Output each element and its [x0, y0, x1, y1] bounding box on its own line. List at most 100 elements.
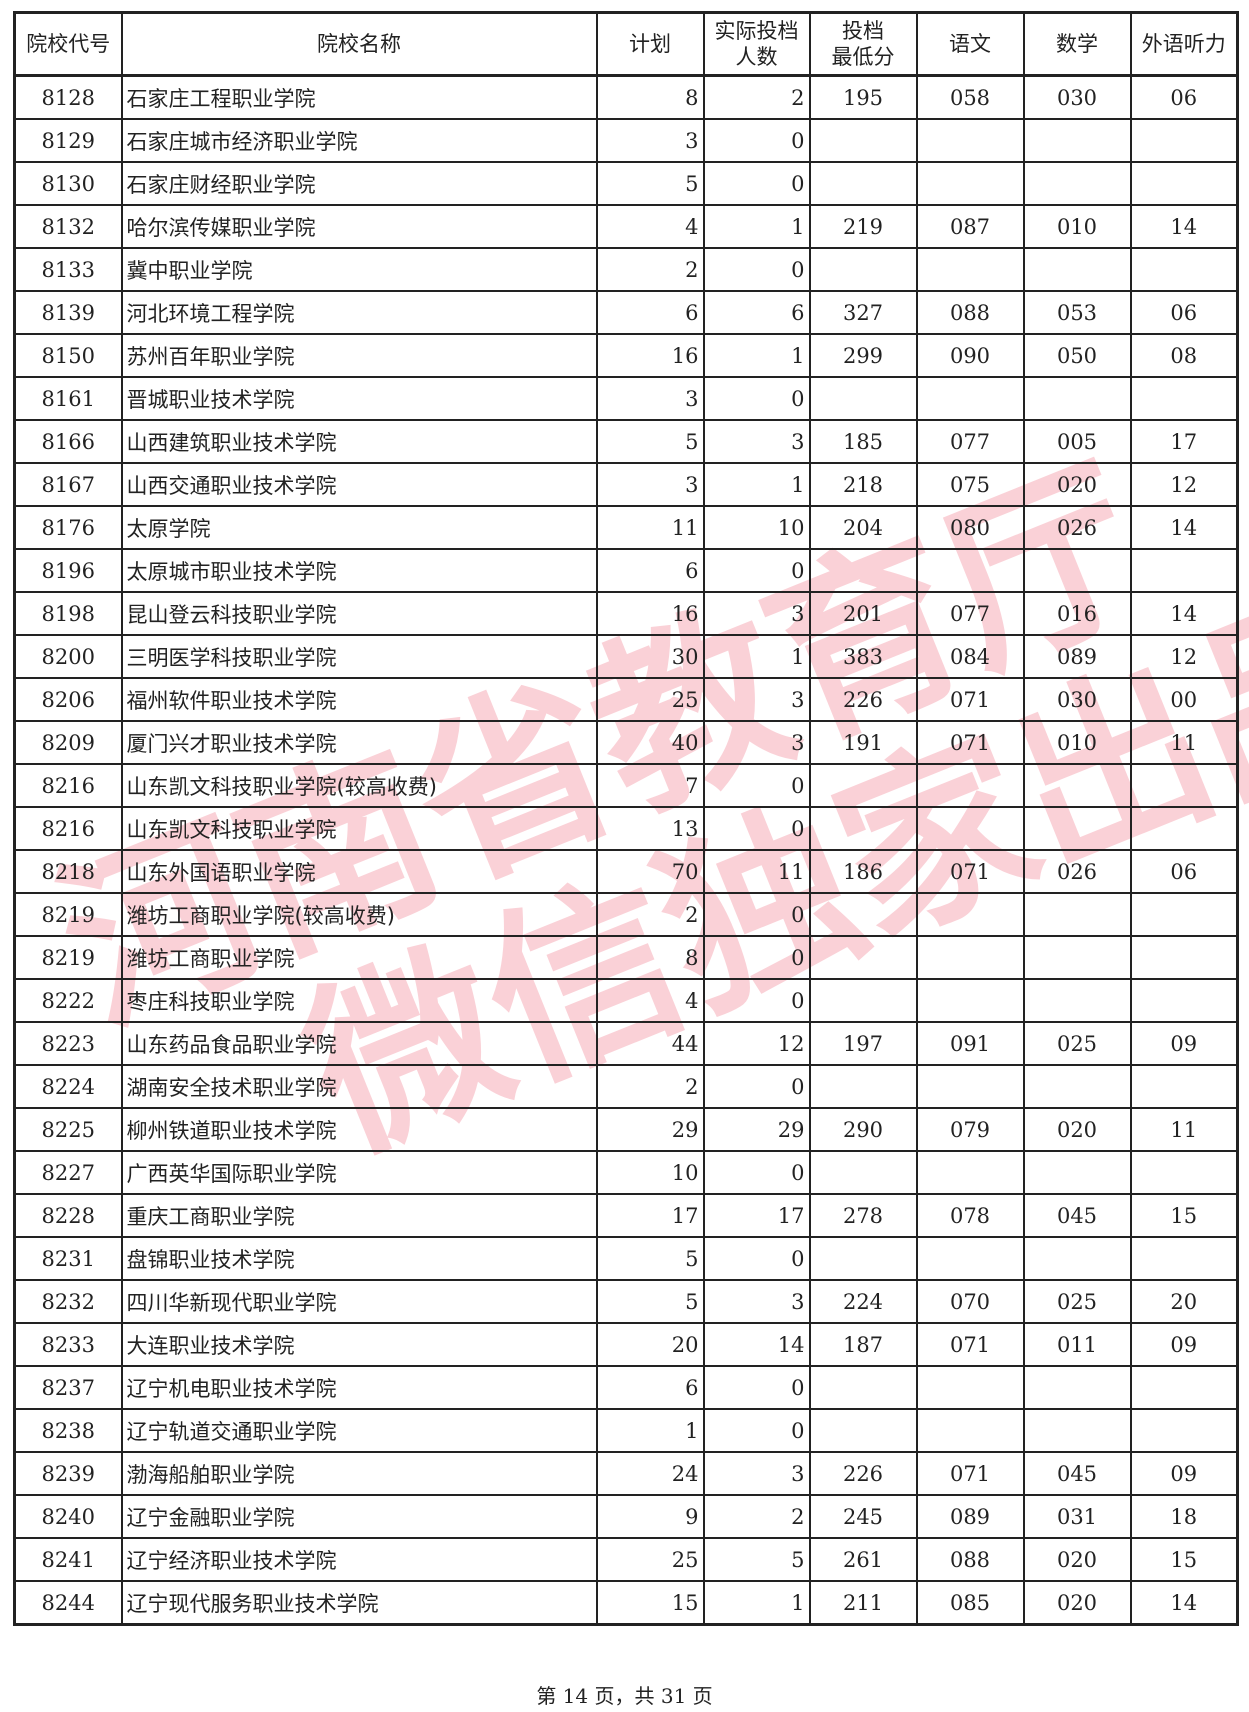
cell-name: 昆山登云科技职业学院	[120, 591, 598, 636]
cell-plan: 6	[595, 290, 705, 335]
cell-code: 8133	[13, 247, 123, 292]
cell-math: 020	[1022, 1580, 1132, 1626]
cell-name: 潍坊工商职业学院	[120, 935, 598, 980]
table-row: 8176 太原学院 11 10 204 080 026 14	[13, 505, 1239, 550]
cell-code: 8198	[13, 591, 123, 636]
cell-code: 8223	[13, 1021, 123, 1066]
cell-chinese	[915, 118, 1025, 163]
cell-min-score: 195	[808, 74, 918, 120]
cell-actual: 0	[702, 763, 811, 808]
cell-min-score: 245	[808, 1494, 918, 1539]
cell-listening: 14	[1129, 591, 1239, 636]
cell-listening: 06	[1129, 849, 1239, 894]
header-min-line2: 最低分	[831, 45, 895, 69]
cell-name: 山东凯文科技职业学院	[120, 806, 598, 851]
cell-min-score	[808, 1236, 918, 1281]
cell-listening: 15	[1129, 1193, 1239, 1238]
table-row: 8232 四川华新现代职业学院 5 3 224 070 025 20	[13, 1279, 1239, 1324]
cell-code: 8227	[13, 1150, 123, 1195]
cell-chinese	[915, 1236, 1025, 1281]
cell-chinese: 080	[915, 505, 1025, 550]
cell-math: 030	[1022, 677, 1132, 722]
cell-listening	[1129, 763, 1239, 808]
cell-listening: 06	[1129, 74, 1239, 120]
cell-name: 太原学院	[120, 505, 598, 550]
cell-code: 8218	[13, 849, 123, 894]
cell-math: 045	[1022, 1193, 1132, 1238]
cell-math	[1022, 1150, 1132, 1195]
table-row: 8240 辽宁金融职业学院 9 2 245 089 031 18	[13, 1494, 1239, 1539]
cell-listening	[1129, 548, 1239, 593]
cell-code: 8166	[13, 419, 123, 464]
cell-math	[1022, 1236, 1132, 1281]
cell-plan: 25	[595, 677, 705, 722]
cell-name: 辽宁现代服务职业技术学院	[120, 1580, 598, 1626]
cell-actual: 6	[702, 290, 811, 335]
cell-name: 重庆工商职业学院	[120, 1193, 598, 1238]
cell-code: 8238	[13, 1408, 123, 1453]
cell-plan: 30	[595, 634, 705, 679]
cell-code: 8216	[13, 806, 123, 851]
cell-listening	[1129, 247, 1239, 292]
cell-code: 8130	[13, 161, 123, 206]
cell-code: 8132	[13, 204, 123, 249]
cell-chinese	[915, 935, 1025, 980]
cell-chinese: 089	[915, 1494, 1025, 1539]
table-row: 8241 辽宁经济职业技术学院 25 5 261 088 020 15	[13, 1537, 1239, 1582]
cell-actual: 11	[702, 849, 811, 894]
cell-min-score	[808, 247, 918, 292]
table-row: 8231 盘锦职业技术学院 5 0	[13, 1236, 1239, 1281]
cell-math	[1022, 1408, 1132, 1453]
cell-chinese	[915, 978, 1025, 1023]
cell-plan: 16	[595, 333, 705, 378]
cell-min-score: 186	[808, 849, 918, 894]
cell-name: 三明医学科技职业学院	[120, 634, 598, 679]
cell-actual: 0	[702, 1365, 811, 1410]
cell-listening: 14	[1129, 505, 1239, 550]
cell-listening: 09	[1129, 1021, 1239, 1066]
table-row: 8196 太原城市职业技术学院 6 0	[13, 548, 1239, 593]
cell-actual: 17	[702, 1193, 811, 1238]
cell-min-score: 299	[808, 333, 918, 378]
cell-chinese: 091	[915, 1021, 1025, 1066]
cell-name: 四川华新现代职业学院	[120, 1279, 598, 1324]
cell-min-score	[808, 548, 918, 593]
table-row: 8216 山东凯文科技职业学院 13 0	[13, 806, 1239, 851]
cell-listening	[1129, 118, 1239, 163]
cell-math: 025	[1022, 1021, 1132, 1066]
cell-name: 山西交通职业技术学院	[120, 462, 598, 507]
cell-plan: 8	[595, 74, 705, 120]
cell-listening	[1129, 1064, 1239, 1109]
table-row: 8222 枣庄科技职业学院 4 0	[13, 978, 1239, 1023]
table-row: 8227 广西英华国际职业学院 10 0	[13, 1150, 1239, 1195]
cell-plan: 3	[595, 376, 705, 421]
cell-chinese: 088	[915, 290, 1025, 335]
cell-min-score	[808, 892, 918, 937]
cell-math: 025	[1022, 1279, 1132, 1324]
cell-math	[1022, 376, 1132, 421]
cell-code: 8240	[13, 1494, 123, 1539]
cell-min-score	[808, 118, 918, 163]
cell-math: 010	[1022, 720, 1132, 765]
cell-plan: 25	[595, 1537, 705, 1582]
cell-listening	[1129, 1236, 1239, 1281]
table-row: 8206 福州软件职业技术学院 25 3 226 071 030 00	[13, 677, 1239, 722]
cell-math: 011	[1022, 1322, 1132, 1367]
cell-math	[1022, 935, 1132, 980]
table-row: 8223 山东药品食品职业学院 44 12 197 091 025 09	[13, 1021, 1239, 1066]
cell-actual: 0	[702, 548, 811, 593]
cell-math	[1022, 247, 1132, 292]
cell-plan: 13	[595, 806, 705, 851]
cell-min-score: 290	[808, 1107, 918, 1152]
table-row: 8198 昆山登云科技职业学院 16 3 201 077 016 14	[13, 591, 1239, 636]
cell-actual: 0	[702, 1150, 811, 1195]
cell-code: 8219	[13, 892, 123, 937]
cell-chinese	[915, 1150, 1025, 1195]
cell-listening: 15	[1129, 1537, 1239, 1582]
table-row: 8225 柳州铁道职业技术学院 29 29 290 079 020 11	[13, 1107, 1239, 1152]
cell-code: 8233	[13, 1322, 123, 1367]
cell-min-score: 383	[808, 634, 918, 679]
cell-chinese	[915, 892, 1025, 937]
cell-actual: 5	[702, 1537, 811, 1582]
cell-listening	[1129, 376, 1239, 421]
